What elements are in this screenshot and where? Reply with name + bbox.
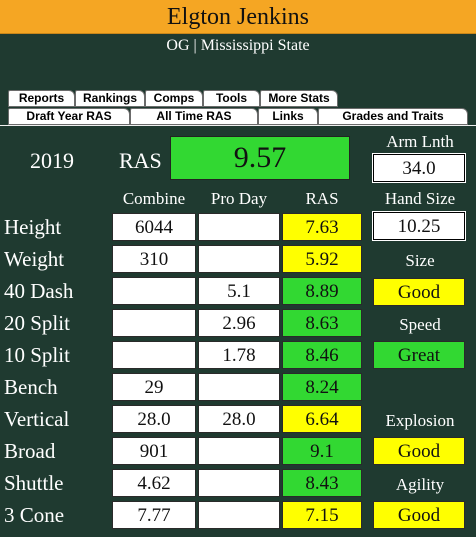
combine-value (112, 309, 196, 337)
proday-value: 5.1 (198, 277, 280, 305)
ras-value: 8.63 (282, 309, 362, 337)
tab-draft-year-ras[interactable]: Draft Year RAS (8, 108, 130, 125)
position-school: OG | Mississippi State (166, 37, 310, 54)
tab-links[interactable]: Links (258, 108, 318, 125)
row-label: Bench (4, 375, 58, 399)
ras-value: 8.46 (282, 341, 362, 369)
row-label: Weight (4, 247, 65, 271)
draft-year: 2019 (30, 148, 74, 173)
grade-label-size: Size (405, 251, 435, 270)
proday-value (198, 501, 280, 529)
row-label: Shuttle (4, 471, 64, 495)
grade-label-speed: Speed (399, 315, 441, 334)
col-proday: Pro Day (210, 189, 268, 208)
proday-value (198, 469, 280, 497)
tab-grades-and-traits[interactable]: Grades and Traits (318, 108, 468, 125)
ras-score: 9.57 (170, 136, 350, 180)
tab-rankings[interactable]: Rankings (75, 90, 145, 107)
proday-value: 28.0 (198, 405, 280, 433)
combine-value: 7.77 (112, 501, 196, 529)
ras-value: 5.92 (282, 245, 362, 273)
hand-size-label: Hand Size (384, 189, 456, 208)
combine-value: 4.62 (112, 469, 196, 497)
ras-value: 7.63 (282, 213, 362, 241)
ras-value: 8.43 (282, 469, 362, 497)
combine-value: 901 (112, 437, 196, 465)
proday-value (198, 245, 280, 273)
ras-label: RAS (119, 148, 162, 173)
combine-value: 28.0 (112, 405, 196, 433)
tab-comps[interactable]: Comps (145, 90, 203, 107)
proday-value: 1.78 (198, 341, 280, 369)
row-label: Height (4, 215, 62, 239)
proday-value (198, 213, 280, 241)
combine-value (112, 341, 196, 369)
grade-label-explosion: Explosion (385, 411, 455, 430)
combine-value: 310 (112, 245, 196, 273)
tab-more-stats[interactable]: More Stats (260, 90, 338, 107)
grade-size: Good (373, 278, 465, 306)
ras-value: 7.15 (282, 501, 362, 529)
row-label: Broad (4, 439, 56, 463)
player-name: Elgton Jenkins (0, 0, 476, 34)
combine-value (112, 277, 196, 305)
grade-speed: Great (373, 341, 465, 369)
grade-explosion: Good (373, 437, 465, 465)
combine-value: 29 (112, 373, 196, 401)
ras-value: 9.1 (282, 437, 362, 465)
ras-value: 8.89 (282, 277, 362, 305)
row-label: 40 Dash (4, 279, 74, 303)
arm-length-label: Arm Lnth (386, 132, 454, 151)
proday-value: 2.96 (198, 309, 280, 337)
grade-agility: Good (373, 501, 465, 529)
tab-tools[interactable]: Tools (203, 90, 260, 107)
proday-value (198, 373, 280, 401)
combine-value: 6044 (112, 213, 196, 241)
col-combine: Combine (122, 189, 186, 208)
proday-value (198, 437, 280, 465)
ras-value: 8.24 (282, 373, 362, 401)
tab-reports[interactable]: Reports (8, 90, 75, 107)
arm-length-value: 34.0 (372, 153, 466, 183)
row-label: 3 Cone (4, 503, 65, 527)
row-label: 20 Split (4, 311, 70, 335)
col-ras: RAS (305, 189, 339, 208)
ras-value: 6.64 (282, 405, 362, 433)
tab-all-time-ras[interactable]: All Time RAS (130, 108, 258, 125)
hand-size-value: 10.25 (372, 211, 466, 241)
grade-label-agility: Agility (395, 475, 445, 494)
row-label: 10 Split (4, 343, 70, 367)
row-label: Vertical (4, 407, 70, 431)
